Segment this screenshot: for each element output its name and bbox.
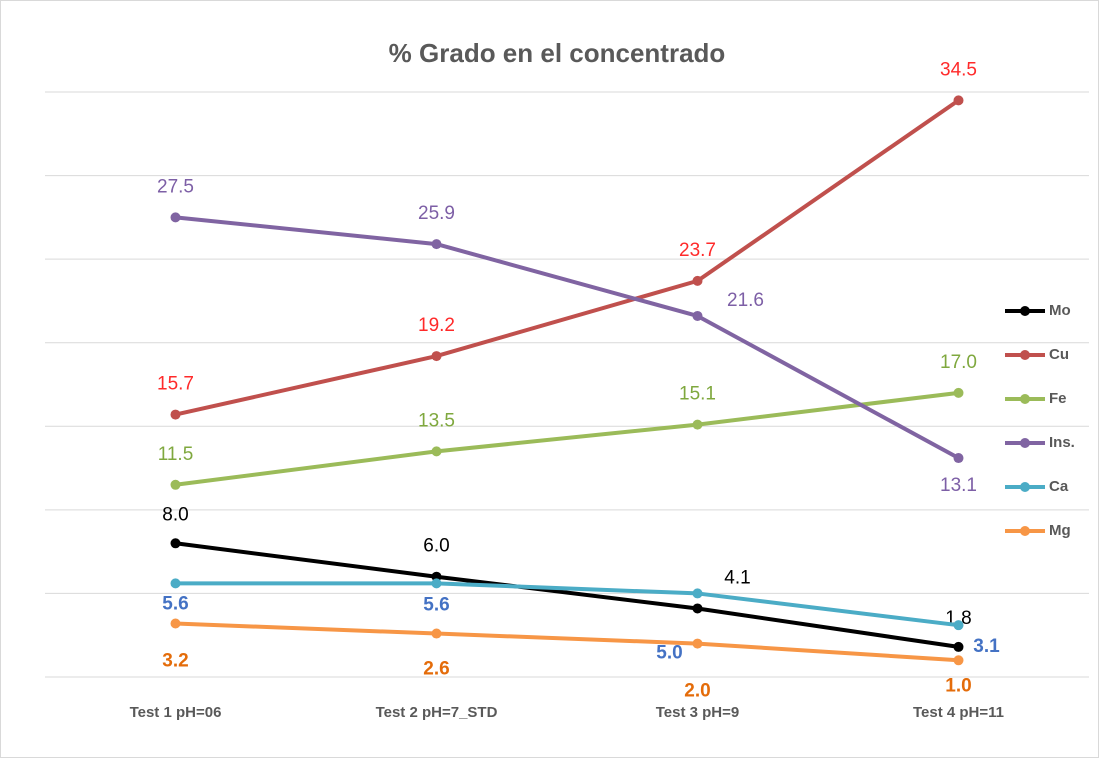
data-point	[170, 409, 181, 420]
legend-label: Ca	[1049, 478, 1069, 495]
legend-marker	[1020, 306, 1030, 316]
data-label: 5.6	[423, 594, 449, 615]
legend-marker	[1020, 482, 1030, 492]
data-label: 3.1	[973, 636, 1000, 657]
x-tick-label: Test 3 pH=9	[656, 704, 740, 721]
data-point	[953, 620, 964, 631]
data-point	[692, 638, 703, 649]
legend-label: Mo	[1049, 302, 1071, 319]
data-point	[692, 603, 703, 614]
data-label: 3.2	[162, 651, 188, 672]
data-label: 15.1	[679, 384, 716, 405]
legend-marker	[1020, 350, 1030, 360]
data-label: 15.7	[157, 374, 194, 395]
data-label: 8.0	[162, 504, 188, 525]
x-tick-label: Test 2 pH=7_STD	[376, 704, 498, 721]
data-point	[953, 453, 964, 464]
x-tick-label: Test 1 pH=06	[130, 704, 222, 721]
data-label: 34.5	[940, 59, 977, 80]
data-label: 11.5	[158, 444, 194, 465]
x-tick-label: Test 4 pH=11	[913, 704, 1004, 721]
data-point	[953, 655, 964, 666]
data-label: 23.7	[679, 240, 716, 261]
data-label: 25.9	[418, 203, 455, 224]
data-label: 2.6	[423, 659, 449, 680]
data-point	[953, 95, 964, 106]
data-point	[431, 628, 442, 639]
data-label: 19.2	[418, 315, 455, 336]
data-point	[953, 387, 964, 398]
data-point	[953, 641, 964, 652]
data-point	[170, 538, 181, 549]
data-label: 21.6	[727, 290, 764, 311]
legend-label: Fe	[1049, 390, 1067, 407]
data-label: 13.1	[940, 475, 977, 496]
data-point	[431, 239, 442, 250]
series-line	[175, 215, 960, 460]
data-point	[431, 351, 442, 362]
legend-label: Cu	[1049, 346, 1069, 363]
data-label: 13.5	[418, 410, 455, 431]
data-label: 6.0	[423, 536, 449, 557]
data-label: 5.6	[162, 593, 188, 614]
legend-label: Mg	[1049, 522, 1071, 539]
series-line	[175, 98, 960, 417]
series-line	[175, 581, 959, 628]
chart-title: % Grado en el concentrado	[389, 38, 726, 68]
data-label: 4.1	[724, 567, 750, 588]
series-line	[175, 541, 959, 649]
legend-marker	[1020, 438, 1030, 448]
data-label: 27.5	[157, 176, 194, 197]
data-point	[692, 310, 703, 321]
data-label: 1.0	[945, 675, 971, 696]
data-point	[431, 446, 442, 457]
data-point	[692, 275, 703, 286]
data-point	[692, 419, 703, 430]
series-line	[175, 390, 959, 487]
data-point	[170, 618, 181, 629]
legend-label: Ins.	[1049, 434, 1075, 451]
data-point	[692, 588, 703, 599]
data-label: 17.0	[940, 352, 977, 373]
legend-marker	[1020, 526, 1030, 536]
data-point	[431, 578, 442, 589]
data-point	[170, 578, 181, 589]
data-point	[170, 212, 181, 223]
data-label: 2.0	[684, 681, 710, 702]
series-line	[175, 621, 959, 663]
data-point	[170, 479, 181, 490]
legend-marker	[1020, 394, 1030, 404]
data-label: 5.0	[656, 642, 682, 663]
